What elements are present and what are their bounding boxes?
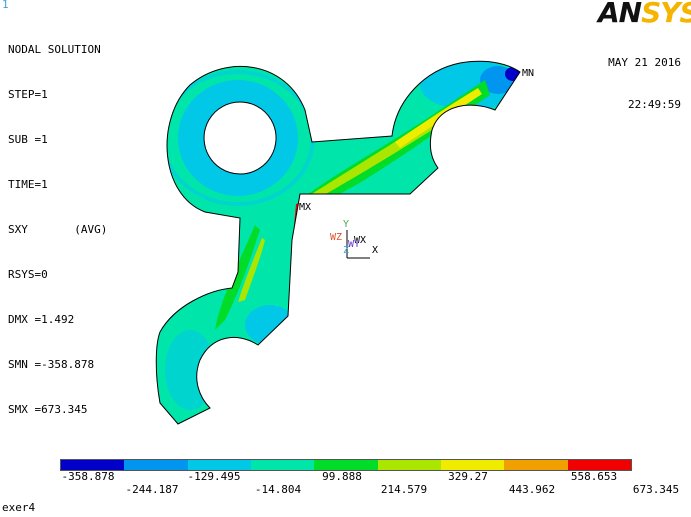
legend-bottom-label: -14.804 (254, 483, 302, 496)
info-rsys: RSYS=0 (8, 268, 48, 281)
min-marker: MN (522, 68, 534, 79)
triad-y-label: Y (343, 219, 349, 230)
coordinate-triad: Y X Z WZ WX WY (330, 219, 378, 259)
legend-band-5 (314, 460, 378, 470)
solution-info-panel: NODAL SOLUTION STEP=1 SUB =1 TIME=1 SXY … (8, 12, 107, 432)
time-text: 22:49:59 (628, 98, 681, 111)
contour-plot-viewport[interactable]: MN MX Y X Z WZ WX WY (0, 0, 691, 455)
triad-wz-label: WZ (330, 232, 342, 243)
window-number: 1 (2, 0, 9, 11)
info-smx: SMX =673.345 (8, 403, 88, 416)
stress-contour-field (156, 61, 520, 425)
triad-x-label: X (372, 245, 378, 256)
contour-legend-bar (60, 459, 632, 471)
info-time: TIME=1 (8, 178, 48, 191)
info-dmx: DMX =1.492 (8, 313, 75, 326)
max-marker: MX (299, 202, 311, 213)
ansys-logo: ANSYS (598, 0, 691, 29)
legend-top-label: -129.495 (187, 470, 241, 483)
triad-z-label: Z (343, 245, 349, 256)
model-title: exer4 (2, 501, 36, 514)
legend-bottom-label: 214.579 (380, 483, 428, 496)
legend-bottom-label: -244.187 (125, 483, 179, 496)
legend-band-2 (124, 460, 188, 470)
legend-band-8 (504, 460, 568, 470)
legend-band-9 (567, 460, 631, 470)
triad-wx-label: WX (354, 235, 366, 246)
legend-top-label: 329.27 (448, 470, 488, 483)
info-smn: SMN =-358.878 (8, 358, 95, 371)
legend-top-label: 558.653 (570, 470, 618, 483)
legend-band-4 (250, 460, 315, 470)
date-text: MAY 21 2016 (608, 56, 681, 69)
legend-top-label: -358.878 (61, 470, 115, 483)
legend-band-3 (187, 460, 251, 470)
timestamp: MAY 21 2016 22:49:59 (608, 28, 681, 126)
legend-bottom-label: 673.345 (632, 483, 680, 496)
legend-top-label: 99.888 (322, 470, 362, 483)
model-outline (155, 60, 521, 425)
solution-title: NODAL SOLUTION (8, 43, 101, 56)
legend-bottom-label: 443.962 (508, 483, 556, 496)
info-result-type: SXY (AVG) (8, 223, 108, 236)
triad-wy-label: WY (348, 239, 360, 250)
info-sub: SUB =1 (8, 133, 48, 146)
legend-band-1 (61, 460, 125, 470)
info-step: STEP=1 (8, 88, 48, 101)
legend-band-6 (377, 460, 441, 470)
legend-band-7 (440, 460, 505, 470)
